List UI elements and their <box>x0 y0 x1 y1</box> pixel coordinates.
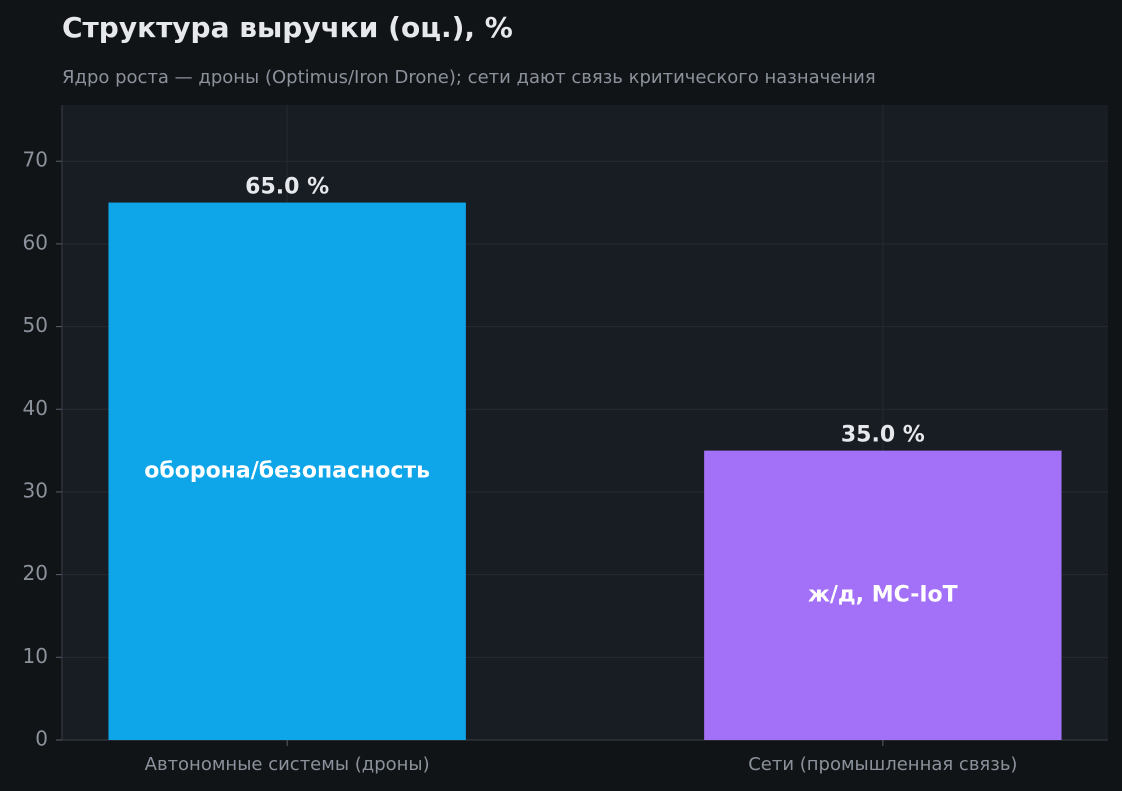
x-tick-label: Автономные системы (дроны) <box>145 754 430 775</box>
y-tick-label: 60 <box>23 230 48 254</box>
value-label: 35.0 % <box>841 423 925 448</box>
x-tick-label: Сети (промышленная связь) <box>748 754 1017 775</box>
chart-title: Структура выручки (оц.), % <box>62 11 513 44</box>
value-label: 65.0 % <box>245 175 329 200</box>
y-tick-label: 0 <box>35 727 48 751</box>
y-tick-label: 30 <box>23 478 48 502</box>
inner-label: ж/д, MC-IoT <box>808 582 958 607</box>
y-tick-label: 40 <box>23 396 48 420</box>
y-tick-label: 20 <box>23 561 48 585</box>
chart-subtitle: Ядро роста — дроны (Optimus/Iron Drone);… <box>62 67 876 88</box>
inner-label: оборона/безопасность <box>144 458 430 483</box>
bar <box>108 202 466 740</box>
y-tick-label: 70 <box>23 148 48 172</box>
bar <box>704 450 1062 740</box>
y-tick-label: 50 <box>23 313 48 337</box>
y-tick-label: 10 <box>23 644 48 668</box>
